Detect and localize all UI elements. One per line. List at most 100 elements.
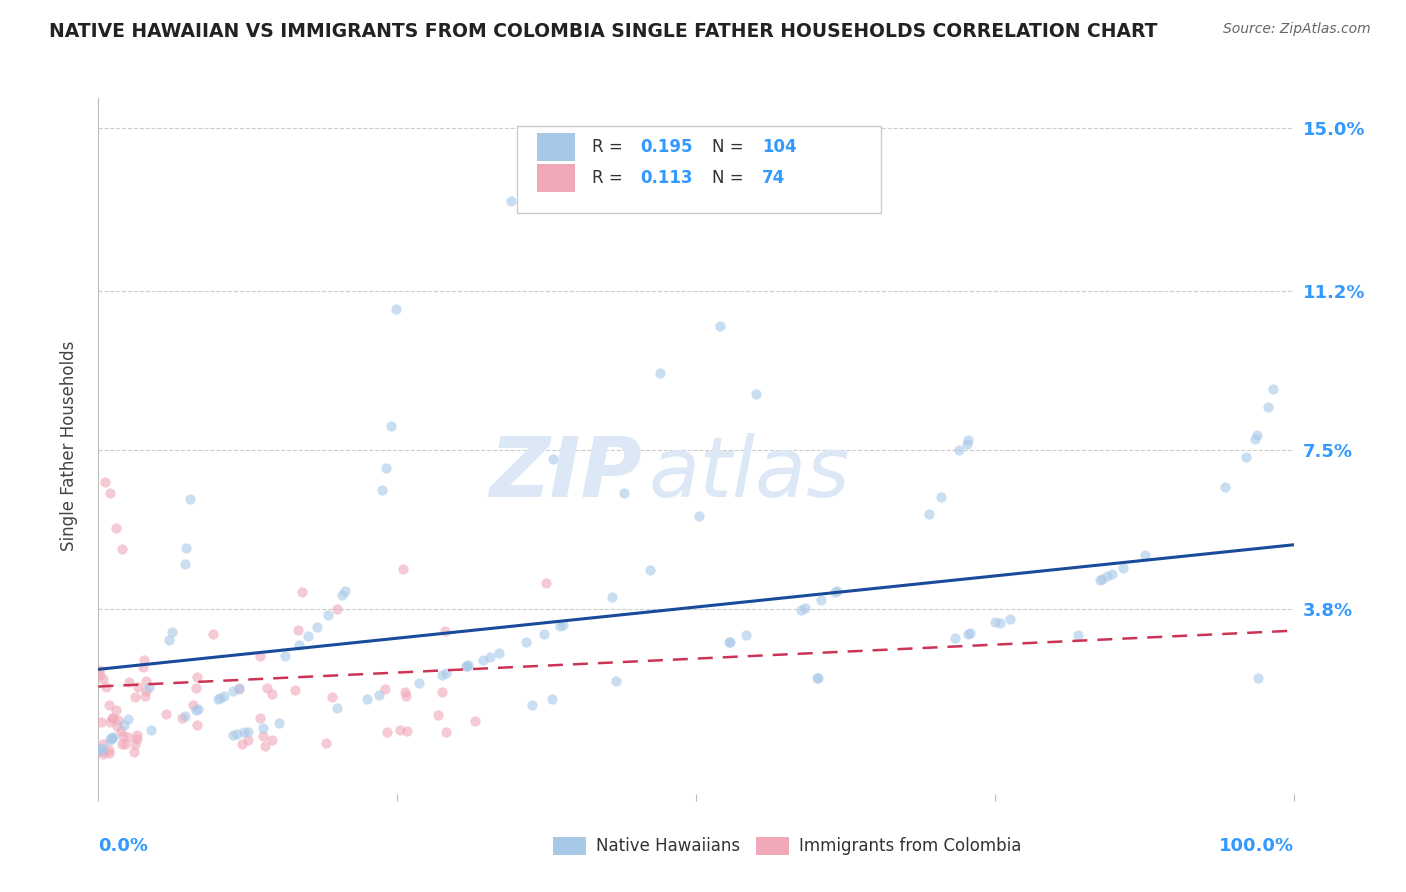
Point (541, 451, 564, 466)
Point (98, 486, 122, 500)
Point (434, 666, 457, 681)
Point (368, 688, 391, 702)
Text: Immigrants from Colombia: Immigrants from Colombia (799, 837, 1021, 855)
Point (111, 542, 134, 557)
Point (91, 737, 114, 751)
Point (600, 591, 623, 605)
Point (105, 702, 128, 716)
Point (174, 541, 197, 555)
Point (134, 690, 156, 704)
Point (87, 664, 110, 678)
Point (111, 737, 134, 751)
Point (100, 731, 122, 746)
Text: atlas: atlas (648, 434, 849, 515)
Point (236, 732, 259, 747)
Point (551, 617, 574, 632)
Point (110, 723, 132, 738)
Point (98, 698, 121, 712)
Point (101, 711, 124, 725)
Point (534, 576, 557, 591)
Point (174, 708, 197, 723)
Point (187, 702, 209, 716)
Bar (537, 164, 575, 192)
Point (132, 653, 155, 667)
Point (688, 509, 710, 524)
Text: 0.113: 0.113 (640, 169, 692, 187)
Point (274, 649, 297, 664)
Text: 100.0%: 100.0% (1219, 837, 1294, 855)
Point (943, 631, 966, 645)
Point (228, 682, 250, 697)
Point (256, 681, 278, 695)
Point (392, 562, 415, 576)
Point (100, 731, 122, 746)
Point (232, 725, 254, 739)
Point (184, 681, 207, 695)
Point (806, 672, 828, 686)
Point (375, 461, 398, 475)
Point (284, 682, 307, 697)
Point (225, 727, 247, 741)
Point (430, 667, 453, 681)
Point (228, 681, 250, 695)
Point (94, 681, 117, 695)
Bar (553, 837, 586, 855)
Text: N =: N = (711, 169, 748, 187)
Point (388, 723, 411, 737)
Point (374, 681, 396, 696)
Point (135, 673, 157, 688)
Point (356, 691, 378, 706)
Point (207, 692, 229, 706)
Point (735, 628, 758, 642)
Point (1234, 450, 1257, 465)
Point (457, 658, 479, 673)
Point (127, 680, 149, 694)
Point (155, 707, 177, 722)
Point (375, 724, 398, 739)
Point (118, 675, 141, 690)
Point (97, 746, 120, 760)
Point (98, 715, 121, 730)
Point (918, 507, 941, 521)
Point (287, 623, 309, 637)
Point (427, 707, 450, 722)
Point (807, 671, 830, 685)
Point (1213, 480, 1236, 494)
Point (648, 366, 672, 380)
Point (212, 690, 235, 704)
Point (114, 738, 136, 752)
Point (717, 635, 740, 649)
Point (984, 615, 1007, 629)
Point (107, 713, 129, 727)
Point (790, 603, 813, 617)
Point (998, 612, 1021, 626)
Point (456, 658, 478, 673)
Text: R =: R = (592, 169, 628, 187)
Point (1090, 573, 1112, 587)
Point (135, 684, 157, 698)
Point (181, 698, 204, 713)
Point (957, 626, 980, 640)
Point (186, 703, 208, 717)
Point (124, 737, 146, 751)
Point (948, 443, 970, 458)
Point (825, 583, 848, 598)
Text: 0.195: 0.195 (640, 138, 692, 156)
Point (988, 615, 1011, 630)
Point (90, 741, 112, 756)
Text: R =: R = (592, 138, 628, 156)
Point (105, 719, 128, 733)
Point (252, 729, 274, 743)
Point (252, 721, 274, 735)
Point (138, 680, 160, 694)
Point (321, 690, 343, 705)
Point (533, 627, 555, 641)
Point (249, 648, 271, 663)
Point (101, 711, 124, 725)
Point (1133, 549, 1156, 563)
Point (90, 714, 112, 729)
Point (260, 687, 283, 701)
Point (395, 723, 418, 738)
Point (520, 698, 543, 712)
Point (253, 739, 276, 754)
